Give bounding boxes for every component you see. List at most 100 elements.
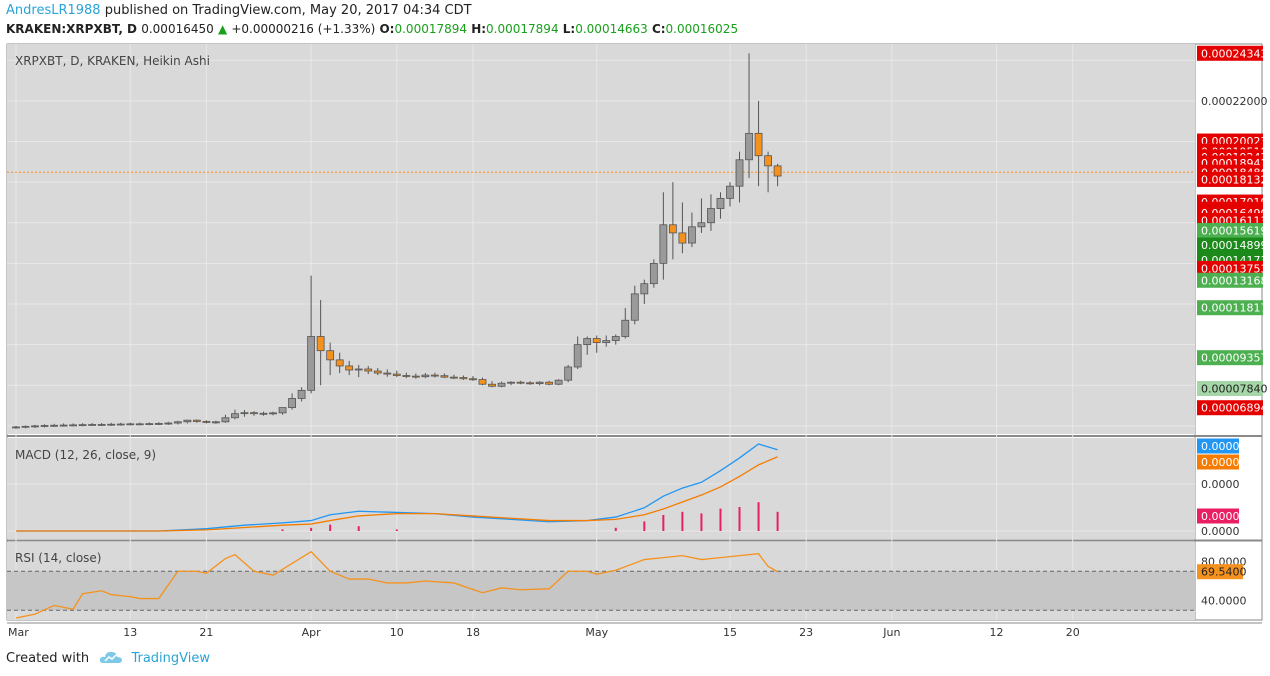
candle-body — [726, 185, 734, 199]
candle — [592, 335, 601, 353]
candle-body — [478, 379, 487, 385]
candle — [31, 424, 39, 428]
candle-body — [50, 424, 58, 427]
candle-body — [164, 422, 173, 425]
candle — [573, 336, 582, 369]
price-label: 0.00007840 — [1197, 381, 1267, 396]
candle — [535, 381, 544, 386]
candle-body — [592, 338, 601, 343]
candle-body — [411, 375, 420, 378]
close-value: 0.00016025 — [665, 22, 739, 36]
candle-body — [69, 424, 78, 427]
candle-body — [97, 424, 106, 426]
candle-body — [649, 262, 658, 285]
macd-value-label-bg — [1197, 438, 1239, 454]
footer: Created with TradingView — [6, 650, 210, 666]
candle-body — [278, 407, 287, 414]
author-link[interactable]: AndresLR1988 — [6, 3, 101, 18]
candle — [735, 151, 744, 203]
candle-body — [764, 155, 772, 167]
candle — [297, 387, 306, 402]
candle — [316, 299, 325, 386]
candle — [678, 202, 687, 254]
candle — [345, 360, 354, 376]
price-label-bg — [1197, 350, 1263, 366]
candle-body — [773, 165, 782, 177]
rsi-pane-title: RSI (14, close) — [15, 551, 101, 565]
candle-body — [12, 426, 20, 429]
candle — [373, 367, 382, 376]
candle — [364, 365, 373, 375]
candle — [583, 336, 592, 355]
x-axis-tick: May — [585, 626, 608, 639]
candle-body — [535, 381, 544, 385]
candle — [764, 151, 772, 193]
candle — [78, 423, 87, 427]
candle — [611, 334, 620, 345]
candle-body — [716, 197, 725, 209]
rsi-axis-tick: 40.0000 — [1201, 595, 1247, 608]
candle-body — [250, 412, 258, 415]
x-axis-tick: 20 — [1066, 626, 1080, 639]
open-value: 0.00017894 — [394, 22, 468, 36]
ohlc-header: KRAKEN:XRPXBT, D 0.00016450 ▲ +0.0000021… — [6, 22, 738, 36]
candle — [564, 364, 573, 383]
x-axis-tick: 21 — [199, 626, 213, 639]
macd-pane-title: MACD (12, 26, close, 9) — [15, 448, 156, 462]
x-axis-tick: 10 — [390, 626, 404, 639]
candle — [469, 376, 477, 381]
price-label-bg — [1197, 237, 1263, 253]
macd-value-label-text: 0.0000 — [1201, 440, 1240, 453]
candle — [126, 422, 135, 426]
candle — [269, 411, 277, 416]
candle — [250, 411, 258, 416]
candle-body — [383, 372, 392, 375]
candle-body — [288, 398, 296, 408]
macd-line — [16, 443, 778, 532]
candle-body — [192, 419, 201, 422]
candle — [640, 279, 649, 304]
candle-body — [297, 389, 306, 399]
candle — [726, 182, 734, 207]
candle — [402, 372, 411, 379]
price-label: 0.00009357 — [1197, 350, 1267, 366]
candle — [754, 100, 763, 187]
candle — [545, 380, 554, 386]
close-label: C: — [651, 22, 666, 36]
candle-body — [88, 424, 97, 426]
x-axis-tick: 12 — [990, 626, 1004, 639]
tradingview-cloud-icon — [100, 651, 123, 663]
candle-body — [78, 424, 87, 427]
candle-body — [668, 224, 677, 234]
publish-header: AndresLR1988 published on TradingView.co… — [6, 3, 472, 18]
price-label-bg — [1197, 171, 1263, 187]
candle-body — [745, 132, 753, 161]
x-axis-tick: 13 — [123, 626, 137, 639]
candle-body — [21, 425, 30, 428]
low-label: L: — [562, 22, 576, 36]
candle — [192, 419, 201, 423]
candle — [630, 285, 639, 325]
candle-body — [221, 417, 230, 423]
rsi-value-label-text: 69.5400 — [1201, 566, 1247, 579]
candle-body — [135, 423, 144, 426]
macd-pane — [7, 438, 1195, 539]
rsi-value-label-bg — [1197, 564, 1243, 580]
price-label: 0.00014899 — [1197, 237, 1267, 253]
price-label-text: 0.00006894 — [1201, 402, 1267, 415]
candle — [335, 352, 344, 374]
candle — [421, 373, 430, 379]
macd-value-label: 0.0000 — [1197, 438, 1240, 454]
candle-body — [326, 350, 335, 361]
candle-body — [754, 132, 763, 157]
tradingview-brand-link[interactable]: TradingView — [131, 651, 210, 666]
candle-body — [630, 293, 639, 321]
price-label-bg — [1197, 260, 1263, 276]
candle — [649, 259, 658, 288]
candle — [202, 420, 211, 424]
candle — [231, 409, 239, 420]
candle — [173, 420, 182, 425]
candle-body — [231, 413, 239, 419]
candle — [697, 198, 706, 233]
